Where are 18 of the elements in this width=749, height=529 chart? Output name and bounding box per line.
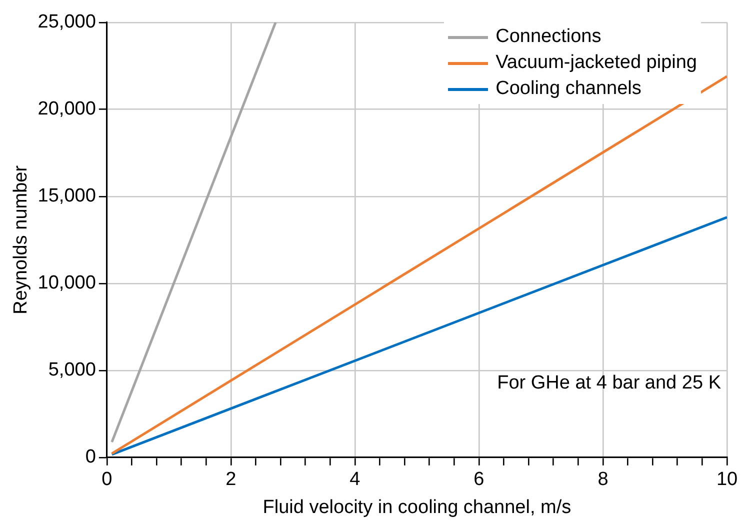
x-tick-label: 0 xyxy=(102,469,112,490)
annotation: For GHe at 4 bar and 25 K xyxy=(497,372,722,394)
legend-label: Vacuum-jacketed piping xyxy=(496,52,697,74)
x-tick-label: 6 xyxy=(474,469,484,490)
x-tick-label: 4 xyxy=(350,469,361,490)
y-tick-label: 20,000 xyxy=(38,98,96,120)
y-tick-label: 0 xyxy=(85,446,96,468)
x-tick-label: 8 xyxy=(598,469,608,490)
legend-label: Cooling channels xyxy=(496,78,642,100)
y-tick-label: 15,000 xyxy=(38,186,96,207)
y-axis-title: Reynolds number xyxy=(10,164,32,314)
y-tick-label: 10,000 xyxy=(38,272,96,294)
x-axis-title: Fluid velocity in cooling channel, m/s xyxy=(262,496,572,518)
x-tick-label: 2 xyxy=(226,469,236,490)
y-tick-label: 5,000 xyxy=(48,360,96,381)
y-tick-label: 25,000 xyxy=(38,12,96,33)
x-tick-label: 10 xyxy=(716,469,738,490)
legend-label: Connections xyxy=(496,26,602,48)
